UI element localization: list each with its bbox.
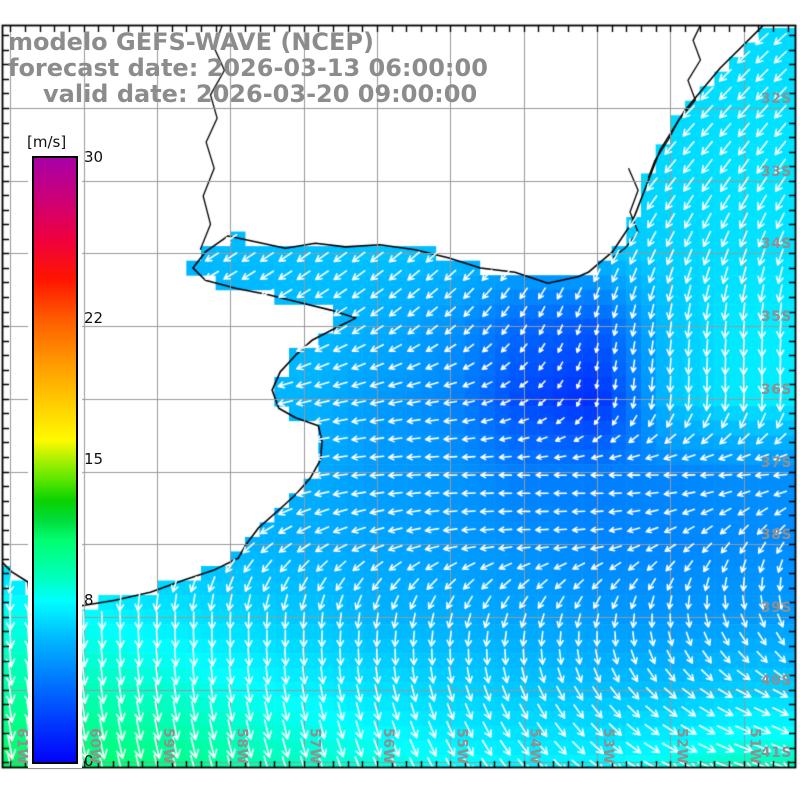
lon-label: 55W	[453, 728, 470, 765]
lon-label: 61W	[13, 728, 30, 765]
lat-label: 38S	[760, 527, 792, 544]
lat-label: 32S	[760, 91, 792, 107]
lon-label: 54W	[526, 728, 543, 765]
colorbar-unit-label: [m/s]	[27, 133, 67, 151]
lat-label: 39S	[760, 599, 792, 616]
map-title-block: modelo GEFS-WAVE (NCEP) forecast date: 2…	[8, 29, 488, 107]
lat-label: 36S	[760, 381, 792, 398]
lat-label: 41S	[760, 745, 792, 762]
lon-label: 59W	[159, 728, 176, 765]
forecast-date: forecast date: 2026-03-13 06:00:00	[8, 54, 488, 82]
valid-date: valid date: 2026-03-20 09:00:00	[43, 80, 478, 108]
lat-label: 34S	[760, 236, 792, 253]
colorbar-tick-label: 0	[84, 752, 94, 770]
colorbar-tick-label: 15	[84, 450, 104, 468]
colorbar-tick-label: 8	[84, 590, 94, 609]
lat-label: 40S	[760, 672, 792, 689]
model-title: modelo GEFS-WAVE (NCEP)	[8, 28, 374, 56]
lat-label: 33S	[760, 163, 792, 180]
lon-label: 56W	[380, 728, 396, 765]
lon-label: 53W	[600, 728, 617, 765]
colorbar-tick-label: 22	[84, 309, 104, 328]
lat-label: 37S	[760, 454, 792, 471]
colorbar-tick-label: 30	[84, 148, 104, 166]
lon-label: 60W	[86, 728, 103, 765]
lon-label: 57W	[306, 728, 323, 765]
lon-label: 58W	[233, 728, 250, 765]
lon-label: 52W	[673, 728, 690, 765]
lon-label: 51W	[746, 728, 763, 765]
colorbar-gradient	[32, 156, 78, 764]
colorbar	[28, 152, 82, 768]
lat-label: 35S	[760, 309, 792, 326]
